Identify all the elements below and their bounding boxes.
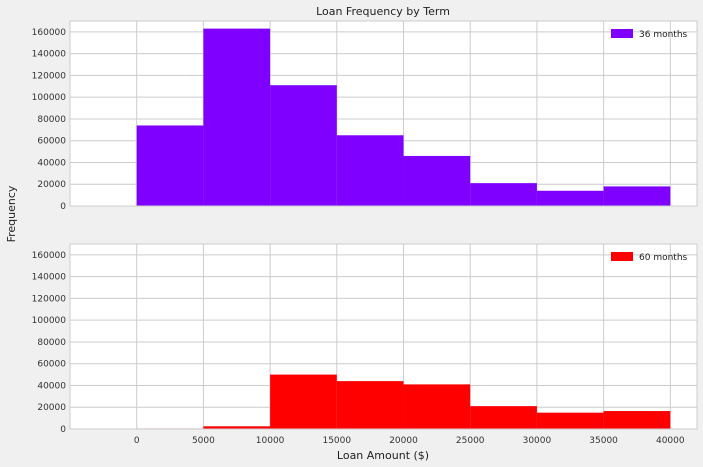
bar-5000-10000: [203, 426, 271, 429]
plot-frame: [69, 20, 698, 207]
y-tick-label: 80000: [37, 115, 66, 125]
bar-5000-10000: [203, 28, 271, 207]
histogram-panels: 0200004000060000800001000001200001400001…: [32, 20, 698, 446]
y-tick-label: 20000: [37, 180, 66, 190]
bar-30000-35000: [536, 190, 604, 206]
bar-25000-30000: [470, 406, 537, 429]
x-axis-label: Loan Amount ($): [337, 449, 429, 462]
y-tick-label: 120000: [32, 71, 67, 81]
y-tick-label: 40000: [37, 381, 66, 391]
x-tick-label: 25000: [456, 436, 485, 446]
legend: 60 months: [611, 252, 688, 263]
bar-15000-20000: [336, 381, 404, 429]
legend-label: 36 months: [639, 30, 688, 40]
bar-30000-35000: [536, 412, 604, 429]
y-axis-label: Frequency: [5, 185, 18, 242]
bar-35000-40000: [603, 411, 671, 429]
x-tick-label: 20000: [389, 436, 418, 446]
bar-20000-25000: [403, 384, 471, 429]
y-tick-label: 100000: [32, 93, 67, 103]
y-tick-label: 160000: [32, 251, 67, 261]
x-tick-label: 40000: [656, 436, 685, 446]
chart-title: Loan Frequency by Term: [316, 5, 450, 18]
x-tick-label: 30000: [523, 436, 552, 446]
x-tick-label: 35000: [589, 436, 618, 446]
y-tick-label: 0: [60, 425, 66, 435]
y-tick-label: 60000: [37, 137, 66, 147]
bar-25000-30000: [470, 183, 537, 206]
legend-swatch: [611, 29, 633, 38]
y-tick-label: 80000: [37, 338, 66, 348]
bar-10000-15000: [270, 374, 337, 429]
bar-0-5000: [136, 125, 204, 206]
y-tick-label: 0: [60, 202, 66, 212]
panel-2: 0200004000060000800001000001200001400001…: [32, 243, 698, 446]
bar-15000-20000: [336, 135, 404, 206]
y-tick-label: 160000: [32, 28, 67, 38]
y-tick-label: 100000: [32, 316, 67, 326]
legend-swatch: [611, 252, 633, 261]
legend: 36 months: [611, 29, 688, 40]
plot-frame: [69, 243, 698, 430]
panel-1: 0 20000 40000 60000 80000 100000 120000 140000 1…: [32, 20, 698, 212]
bar-20000-25000: [403, 155, 471, 206]
x-tick-label: 15000: [322, 436, 351, 446]
y-tick-label: 120000: [32, 294, 67, 304]
bar-10000-15000: [270, 85, 337, 206]
y-tick-label: 20000: [37, 403, 66, 413]
y-tick-label: 140000: [32, 273, 67, 283]
x-tick-label: 5000: [192, 436, 215, 446]
y-tick-label: 40000: [37, 158, 66, 168]
y-tick-label: 140000: [32, 50, 67, 60]
x-tick-label: 10000: [256, 436, 285, 446]
x-tick-label: 0: [134, 436, 140, 446]
legend-label: 60 months: [639, 253, 688, 263]
bar-35000-40000: [603, 186, 671, 206]
y-tick-label: 60000: [37, 360, 66, 370]
